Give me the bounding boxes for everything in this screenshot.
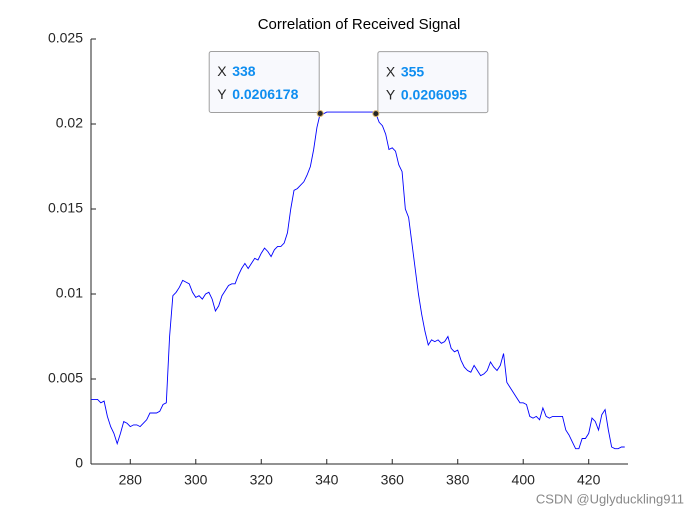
chart-title: Correlation of Received Signal <box>258 16 461 33</box>
datatip-x-value: 355 <box>401 63 425 79</box>
x-tick-label: 360 <box>381 472 405 488</box>
y-tick-label: 0.015 <box>48 200 83 216</box>
y-tick-label: 0.005 <box>48 370 83 386</box>
x-tick-label: 420 <box>577 472 601 488</box>
datatip-y-label: Y <box>217 86 227 102</box>
x-tick-label: 320 <box>250 472 274 488</box>
x-tick-label: 280 <box>119 472 143 488</box>
datatip-y-value: 0.0206095 <box>401 86 467 102</box>
datatip-x-value: 338 <box>232 63 256 79</box>
datatip-box <box>208 50 320 113</box>
data-line <box>91 111 625 450</box>
datatip-x-label: X <box>217 63 227 79</box>
y-tick-label: 0.025 <box>48 30 83 46</box>
watermark: CSDN @Uglyduckling911 <box>536 491 684 506</box>
x-tick-label: 340 <box>315 472 339 488</box>
datatip-y-label: Y <box>386 86 396 102</box>
x-tick-label: 300 <box>184 472 208 488</box>
datatip-box <box>377 51 489 114</box>
datatip-marker <box>316 109 324 117</box>
y-tick-label: 0.01 <box>56 285 83 301</box>
y-tick-label: 0 <box>75 455 83 471</box>
datatip-marker <box>372 110 380 118</box>
datatip-x-label: X <box>386 63 396 79</box>
x-tick-label: 380 <box>446 472 470 488</box>
y-tick-label: 0.02 <box>56 115 83 131</box>
x-tick-label: 400 <box>512 472 536 488</box>
datatip-y-value: 0.0206178 <box>232 86 298 102</box>
